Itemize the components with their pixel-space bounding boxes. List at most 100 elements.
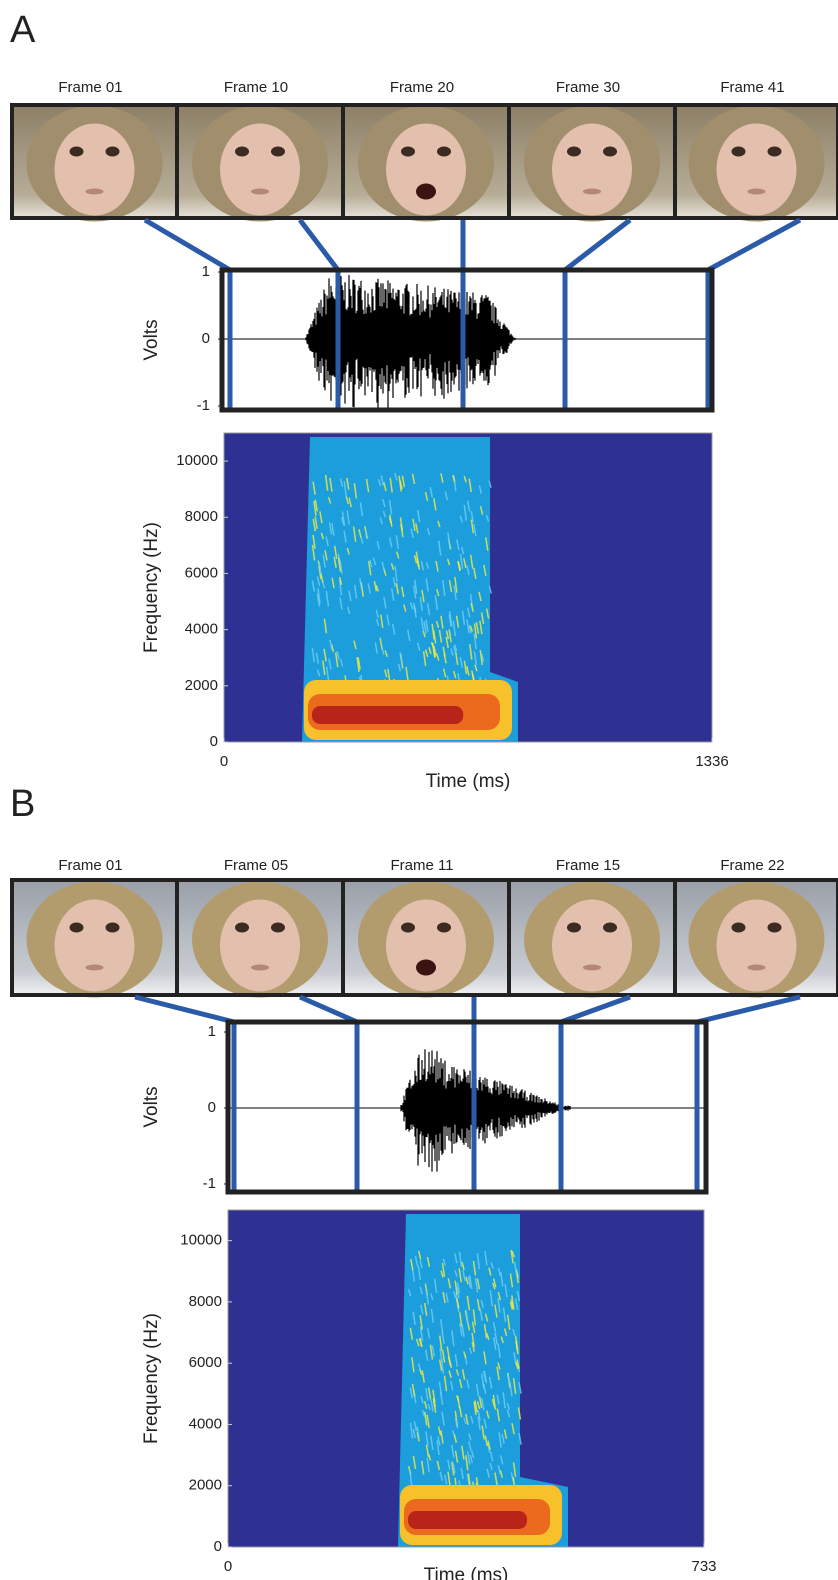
spectrogram-streak (442, 1258, 447, 1266)
spectrogram-streak (515, 1340, 519, 1355)
spectrogram-streak (331, 577, 335, 589)
spectrogram-streak (313, 501, 317, 516)
spectrogram-streak (411, 1383, 416, 1397)
spectrogram-streak (436, 1460, 441, 1471)
spectrogram-streak (330, 644, 335, 653)
waveform-box (219, 267, 715, 413)
spectrogram-streak (383, 597, 387, 609)
spectrogram-streak (389, 477, 393, 493)
spectrogram-streak (375, 609, 380, 619)
spectrogram-streak (478, 1396, 483, 1409)
spectrogram-streak (513, 1262, 518, 1276)
spectrogram-streak (433, 1278, 438, 1293)
spectrogram-streak (428, 647, 432, 655)
spectrogram-streak (352, 526, 357, 542)
spectrogram-streak (462, 1270, 466, 1282)
spectrogram-streak (456, 1395, 461, 1409)
monkey-eye (235, 922, 249, 933)
monkey-face (220, 899, 300, 992)
spectrogram-streak (433, 646, 437, 656)
spectrogram-streak (454, 1418, 459, 1429)
spectrogram-streak (394, 565, 398, 582)
spectrogram-streak (456, 1282, 461, 1294)
spectrogram-streak (476, 1278, 481, 1290)
spectrogram-streak (486, 1468, 490, 1478)
spectrogram-streak (440, 615, 444, 629)
spectrogram-streak (407, 1289, 412, 1297)
spectrogram-streak (359, 502, 364, 517)
spectrogram-streak (421, 1370, 425, 1383)
spectrogram-streak (515, 1362, 519, 1370)
connector (706, 217, 802, 273)
spectrogram-streak (473, 523, 477, 537)
spectrogram-streak (451, 1330, 455, 1347)
spectrogram-streak (409, 1470, 413, 1487)
monkey-mouth (583, 964, 601, 971)
spectrogram-streak (457, 560, 462, 571)
spectrogram-streak (441, 1350, 446, 1363)
spectrogram-streak (439, 1471, 443, 1482)
spectrogram-streak (456, 1298, 460, 1309)
spectrogram-streak (503, 1429, 508, 1439)
y-tick-label: 2000 (185, 677, 218, 694)
frame-label: Frame 41 (720, 79, 784, 96)
spectrogram-streak (447, 1278, 452, 1289)
spectrogram-streak (506, 1314, 511, 1330)
spectrogram-streak (411, 1268, 416, 1282)
spectrogram-streak (375, 618, 380, 627)
spectrogram-streak (415, 551, 420, 567)
spectrogram-streak (353, 640, 357, 650)
spectrogram-streak (454, 1253, 458, 1264)
spectrogram-streak (500, 1336, 504, 1344)
spectrogram-streak (454, 576, 458, 593)
spectrogram-streak (367, 561, 372, 576)
spectrogram-streak (466, 666, 470, 676)
spectrogram-streak (401, 475, 406, 488)
spectrogram-streak (419, 1260, 423, 1269)
spectrogram-streak (430, 1308, 435, 1323)
x-axis-label: Time (ms) (426, 771, 511, 792)
spectrogram-streak (480, 1300, 484, 1308)
spectrogram-streak (447, 1356, 452, 1367)
spectrogram-streak (419, 1326, 424, 1341)
spectrogram-streak (419, 1286, 423, 1295)
x-tick-label: 0 (224, 1558, 232, 1575)
spectrogram-streak (473, 623, 478, 639)
spectrogram-streak (506, 1402, 511, 1410)
spectrogram-streak (416, 509, 421, 523)
spectrogram-streak (357, 657, 361, 670)
spectrogram-streak (419, 1315, 423, 1330)
spectrogram-streak (359, 577, 363, 590)
spectrogram-streak (445, 630, 450, 640)
spectrogram-streak (516, 1290, 521, 1302)
spectrogram-streak (479, 649, 483, 665)
spectrogram-streak (518, 1382, 522, 1394)
spectrogram-streak (466, 500, 471, 512)
y-tick-label: 0 (208, 1099, 216, 1116)
monkey-eye (271, 146, 285, 157)
x-tick-label: 1336 (695, 753, 728, 770)
spectrogram-streak (425, 578, 429, 592)
spectrogram-streak (465, 1276, 469, 1285)
spectrogram-streak (360, 536, 364, 544)
monkey-eye (69, 922, 84, 933)
spectrogram-streak (386, 614, 390, 626)
spectrogram-streak (412, 585, 417, 599)
spectrogram-streak (410, 528, 414, 539)
monkey-face (386, 123, 466, 216)
spectrogram-streak (486, 1442, 491, 1453)
spectrogram-streak (474, 1277, 479, 1293)
spectrogram-streak (413, 579, 418, 594)
spectrogram-streak (311, 647, 316, 663)
spectrogram-streak (316, 669, 321, 677)
spectrogram-streak (458, 1378, 463, 1389)
spectrogram-streak (348, 590, 352, 602)
spectrogram-streak (516, 1359, 520, 1369)
spectrogram-streak (492, 1282, 496, 1290)
spectrogram-streak (382, 510, 387, 518)
spectrogram-streak (427, 1387, 432, 1400)
spectrogram-streak (358, 529, 362, 538)
spectrogram-streak (403, 604, 407, 612)
spectrogram-streak (429, 486, 434, 498)
spectrogram-streak (468, 1440, 472, 1451)
